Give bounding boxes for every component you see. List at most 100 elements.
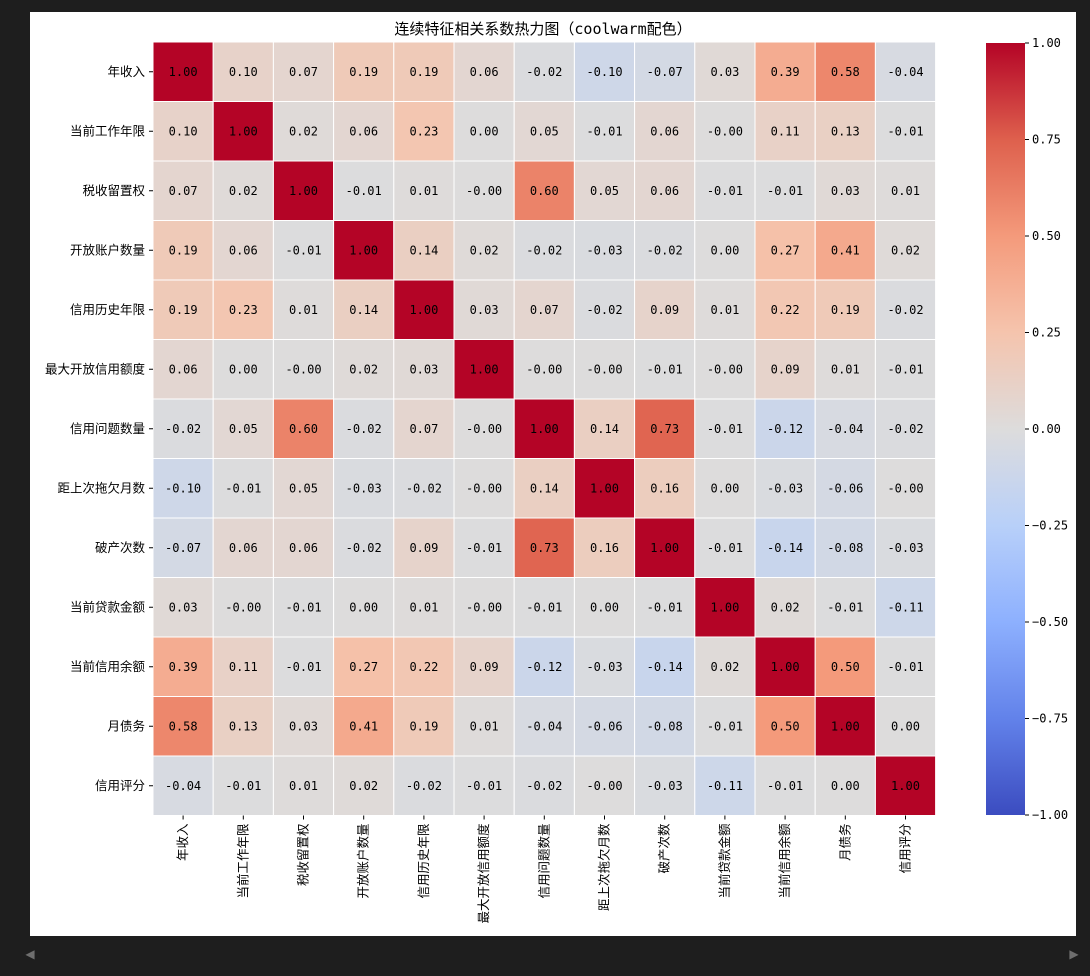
heatmap-cell bbox=[874, 755, 937, 816]
heatmap-cell bbox=[634, 696, 696, 757]
cell-value-label: 0.16 bbox=[650, 481, 679, 495]
x-tick-label: 信用历史年限 bbox=[416, 823, 431, 899]
cell-value-label: 0.07 bbox=[289, 65, 318, 79]
cell-value-label: -0.01 bbox=[285, 600, 321, 614]
heatmap-cell bbox=[634, 577, 696, 638]
horizontal-scrollbar[interactable]: ◀ ▶ bbox=[0, 944, 1090, 966]
cell-value-label: 0.03 bbox=[169, 600, 198, 614]
heatmap-cell bbox=[272, 160, 335, 221]
cell-value-label: 0.05 bbox=[530, 124, 559, 138]
scroll-right-icon[interactable]: ▶ bbox=[1069, 947, 1079, 961]
cell-value-label: -0.00 bbox=[586, 362, 622, 376]
cell-value-label: 0.01 bbox=[470, 719, 499, 733]
cell-value-label: 0.50 bbox=[771, 719, 800, 733]
cell-value-label: 0.02 bbox=[771, 600, 800, 614]
cell-value-label: 0.01 bbox=[831, 362, 860, 376]
cell-value-label: 0.19 bbox=[409, 65, 438, 79]
heatmap-cell bbox=[272, 517, 335, 578]
heatmap-cell bbox=[212, 577, 274, 638]
heatmap-cell bbox=[513, 398, 575, 459]
cell-value-label: 1.00 bbox=[831, 719, 860, 733]
heatmap-cell bbox=[874, 339, 937, 400]
heatmap-cell bbox=[754, 160, 816, 221]
cell-value-label: -0.04 bbox=[526, 719, 562, 733]
colorbar-tick-label: −1.00 bbox=[1032, 808, 1068, 822]
cell-value-label: 0.00 bbox=[710, 243, 739, 257]
heatmap-cell bbox=[754, 755, 816, 816]
cell-value-label: -0.01 bbox=[767, 779, 803, 793]
heatmap-cell bbox=[814, 755, 876, 816]
cell-value-label: -0.02 bbox=[526, 65, 562, 79]
cell-value-label: 0.02 bbox=[710, 660, 739, 674]
cell-value-label: 1.00 bbox=[710, 600, 739, 614]
cell-value-label: 0.05 bbox=[289, 481, 318, 495]
cell-value-label: -0.01 bbox=[285, 660, 321, 674]
cell-value-label: -0.01 bbox=[526, 600, 562, 614]
cell-value-label: 0.02 bbox=[229, 184, 258, 198]
heatmap-cell bbox=[694, 101, 756, 162]
heatmap-cell bbox=[152, 160, 214, 221]
heatmap-cell bbox=[272, 101, 335, 162]
heatmap-cell bbox=[152, 577, 214, 638]
cell-value-label: -0.04 bbox=[165, 779, 201, 793]
cell-value-label: 0.13 bbox=[229, 719, 258, 733]
cell-value-label: -0.00 bbox=[466, 600, 502, 614]
cell-value-label: 0.23 bbox=[229, 303, 258, 317]
heatmap-cell bbox=[573, 220, 636, 281]
x-tick-label: 税收留置权 bbox=[296, 823, 311, 886]
heatmap-cell bbox=[814, 41, 876, 102]
cell-value-label: 0.02 bbox=[470, 243, 499, 257]
colorbar-tick-label: −0.75 bbox=[1032, 712, 1068, 726]
heatmap-cell bbox=[754, 458, 816, 519]
cell-value-label: 0.19 bbox=[169, 303, 198, 317]
cell-value-label: -0.02 bbox=[887, 422, 923, 436]
scroll-left-icon[interactable]: ◀ bbox=[25, 947, 35, 961]
cell-value-label: -0.01 bbox=[707, 184, 743, 198]
cell-value-label: 0.06 bbox=[229, 541, 258, 555]
heatmap-cell bbox=[694, 160, 756, 221]
heatmap-cell bbox=[694, 220, 756, 281]
cell-value-label: 0.00 bbox=[349, 600, 378, 614]
x-tick-label: 当前贷款金额 bbox=[717, 823, 732, 899]
x-tick-label: 当前工作年限 bbox=[235, 823, 250, 899]
cell-value-label: -0.02 bbox=[406, 481, 442, 495]
heatmap-cell bbox=[333, 458, 395, 519]
y-tick-label: 月债务 bbox=[107, 718, 145, 733]
heatmap-cell bbox=[694, 41, 756, 102]
heatmap-cell bbox=[573, 517, 636, 578]
heatmap-cell bbox=[874, 160, 937, 221]
heatmap-cell bbox=[393, 696, 455, 757]
cell-value-label: -0.01 bbox=[225, 779, 261, 793]
cell-value-label: 0.06 bbox=[289, 541, 318, 555]
cell-value-label: 0.19 bbox=[831, 303, 860, 317]
heatmap-cell bbox=[814, 339, 876, 400]
heatmap-cell bbox=[874, 696, 937, 757]
x-tick-label: 信用问题数量 bbox=[536, 824, 551, 899]
cell-value-label: -0.01 bbox=[586, 124, 622, 138]
colorbar-tick-label: 0.50 bbox=[1032, 229, 1061, 243]
cell-value-label: -0.03 bbox=[647, 779, 683, 793]
heatmap-cell bbox=[272, 220, 335, 281]
cell-value-label: -0.03 bbox=[887, 541, 923, 555]
heatmap-cell bbox=[754, 339, 816, 400]
cell-value-label: 0.16 bbox=[590, 541, 619, 555]
heatmap-cell bbox=[152, 636, 214, 697]
cell-value-label: 0.01 bbox=[891, 184, 920, 198]
cell-value-label: -0.00 bbox=[526, 362, 562, 376]
cell-value-label: 0.23 bbox=[409, 124, 438, 138]
heatmap-cell bbox=[393, 458, 455, 519]
heatmap-cell bbox=[333, 398, 395, 459]
heatmap-cell bbox=[573, 41, 636, 102]
cell-value-label: 0.11 bbox=[771, 124, 800, 138]
cell-value-label: 0.02 bbox=[349, 362, 378, 376]
cell-value-label: 1.00 bbox=[891, 779, 920, 793]
cell-value-label: 0.14 bbox=[349, 303, 378, 317]
heatmap-cell bbox=[152, 517, 214, 578]
cell-value-label: -0.07 bbox=[647, 65, 683, 79]
cell-value-label: 0.14 bbox=[590, 422, 619, 436]
heatmap-chart: 连续特征相关系数热力图（coolwarm配色） 1.00 0.10 0.07 0.19… bbox=[45, 20, 1068, 924]
cell-value-label: 0.07 bbox=[530, 303, 559, 317]
x-tick-label: 距上次拖欠月数 bbox=[597, 823, 612, 911]
heatmap-cell bbox=[634, 636, 696, 697]
